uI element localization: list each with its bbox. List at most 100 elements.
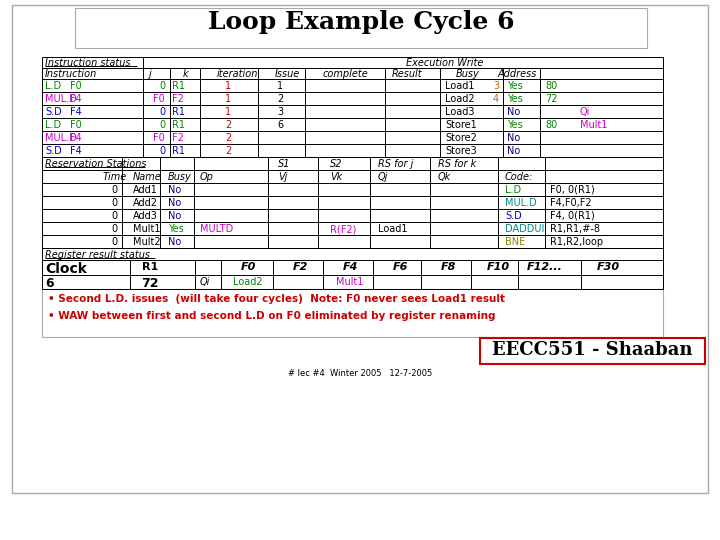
- Text: Qk: Qk: [438, 172, 451, 182]
- Text: F0, 0(R1): F0, 0(R1): [550, 185, 595, 195]
- Text: No: No: [507, 146, 521, 156]
- Text: Yes: Yes: [507, 81, 523, 91]
- Text: Load3: Load3: [445, 107, 474, 117]
- Text: No: No: [168, 198, 181, 208]
- Text: Address: Address: [498, 69, 537, 79]
- Text: F12...: F12...: [527, 262, 563, 272]
- Text: No: No: [168, 185, 181, 195]
- Text: Mult1: Mult1: [133, 224, 161, 234]
- Text: RS for k: RS for k: [438, 159, 476, 169]
- Text: No: No: [168, 237, 181, 247]
- Text: Add3: Add3: [133, 211, 158, 221]
- Text: 80: 80: [545, 120, 557, 130]
- Text: 0: 0: [112, 185, 118, 195]
- Text: Instruction status: Instruction status: [45, 58, 130, 68]
- Text: R1: R1: [172, 120, 185, 130]
- Text: 1: 1: [225, 81, 231, 91]
- Text: F0: F0: [153, 133, 165, 143]
- Text: F4,F0,F2: F4,F0,F2: [550, 198, 592, 208]
- Text: 72: 72: [545, 94, 557, 104]
- Text: Qi: Qi: [580, 107, 590, 117]
- Text: 1: 1: [225, 94, 231, 104]
- Text: Name: Name: [133, 172, 162, 182]
- Text: Load2: Load2: [445, 94, 474, 104]
- Text: EECC551 - Shaaban: EECC551 - Shaaban: [492, 341, 692, 359]
- Text: Mult2: Mult2: [133, 237, 161, 247]
- Text: Busy: Busy: [168, 172, 192, 182]
- Text: 0: 0: [159, 146, 165, 156]
- Text: 2: 2: [277, 94, 283, 104]
- Text: S.D: S.D: [505, 211, 522, 221]
- Text: Add1: Add1: [133, 185, 158, 195]
- Text: Vk: Vk: [330, 172, 342, 182]
- Text: F2: F2: [292, 262, 307, 272]
- Text: No: No: [507, 107, 521, 117]
- Text: S.D: S.D: [45, 146, 62, 156]
- Text: S1: S1: [278, 159, 290, 169]
- Text: iteration: iteration: [217, 69, 258, 79]
- Text: Load1: Load1: [378, 224, 408, 234]
- Text: Execution Write: Execution Write: [406, 58, 483, 68]
- Text: R1: R1: [172, 146, 185, 156]
- Text: R1,R2,loop: R1,R2,loop: [550, 237, 603, 247]
- Text: 0: 0: [112, 211, 118, 221]
- Text: L.D: L.D: [45, 81, 61, 91]
- Text: F6: F6: [392, 262, 408, 272]
- Text: L.D: L.D: [45, 120, 61, 130]
- Text: 3: 3: [493, 81, 499, 91]
- Text: 1: 1: [277, 81, 283, 91]
- Text: Add2: Add2: [133, 198, 158, 208]
- Text: MUL.D: MUL.D: [505, 198, 536, 208]
- Text: F10: F10: [487, 262, 510, 272]
- Bar: [480, 338, 705, 364]
- Text: 0: 0: [159, 107, 165, 117]
- Text: R1: R1: [172, 107, 185, 117]
- Text: F0: F0: [70, 120, 82, 130]
- Text: Mult1: Mult1: [336, 277, 364, 287]
- Text: Store1: Store1: [445, 120, 477, 130]
- Text: MUL.D: MUL.D: [45, 133, 77, 143]
- Text: 2: 2: [225, 146, 231, 156]
- Text: Result: Result: [392, 69, 423, 79]
- Text: MUL.D: MUL.D: [45, 94, 77, 104]
- Text: • Second L.D. issues  (will take four cycles)  Note: F0 never sees Load1 result: • Second L.D. issues (will take four cyc…: [48, 294, 505, 304]
- Text: complete: complete: [323, 69, 369, 79]
- Text: F30: F30: [596, 262, 620, 272]
- Text: Store3: Store3: [445, 146, 477, 156]
- Text: F0: F0: [153, 94, 165, 104]
- Text: BNE: BNE: [505, 237, 526, 247]
- Text: No: No: [168, 211, 181, 221]
- Text: Register result status: Register result status: [45, 250, 150, 260]
- Text: • WAW between first and second L.D on F0 eliminated by register renaming: • WAW between first and second L.D on F0…: [48, 311, 495, 321]
- Text: Yes: Yes: [507, 94, 523, 104]
- Text: j: j: [148, 69, 150, 79]
- Bar: [75, 8, 647, 48]
- Text: No: No: [507, 133, 521, 143]
- Text: 4: 4: [493, 94, 499, 104]
- Text: Code:: Code:: [505, 172, 534, 182]
- Text: R1: R1: [142, 262, 158, 272]
- Text: Load1: Load1: [445, 81, 474, 91]
- Text: Clock: Clock: [45, 262, 87, 276]
- Text: S2: S2: [330, 159, 343, 169]
- Text: Mult1: Mult1: [580, 120, 608, 130]
- Text: 80: 80: [545, 81, 557, 91]
- Text: Load2: Load2: [233, 277, 263, 287]
- Text: R1: R1: [172, 81, 185, 91]
- Text: F2: F2: [172, 94, 184, 104]
- Text: k: k: [183, 69, 189, 79]
- Text: Store2: Store2: [445, 133, 477, 143]
- Text: Busy: Busy: [456, 69, 480, 79]
- Text: F4: F4: [70, 94, 82, 104]
- Text: 2: 2: [225, 133, 231, 143]
- Text: Reservation Stations: Reservation Stations: [45, 159, 146, 169]
- Text: 6: 6: [277, 120, 283, 130]
- Text: Qi: Qi: [200, 277, 210, 287]
- Text: Loop Example Cycle 6: Loop Example Cycle 6: [208, 10, 514, 34]
- Text: 0: 0: [159, 81, 165, 91]
- Text: R1,R1,#-8: R1,R1,#-8: [550, 224, 600, 234]
- Text: F4: F4: [70, 133, 82, 143]
- Text: 0: 0: [112, 198, 118, 208]
- Text: Instruction: Instruction: [45, 69, 97, 79]
- Text: # lec #4  Winter 2005   12-7-2005: # lec #4 Winter 2005 12-7-2005: [288, 369, 432, 378]
